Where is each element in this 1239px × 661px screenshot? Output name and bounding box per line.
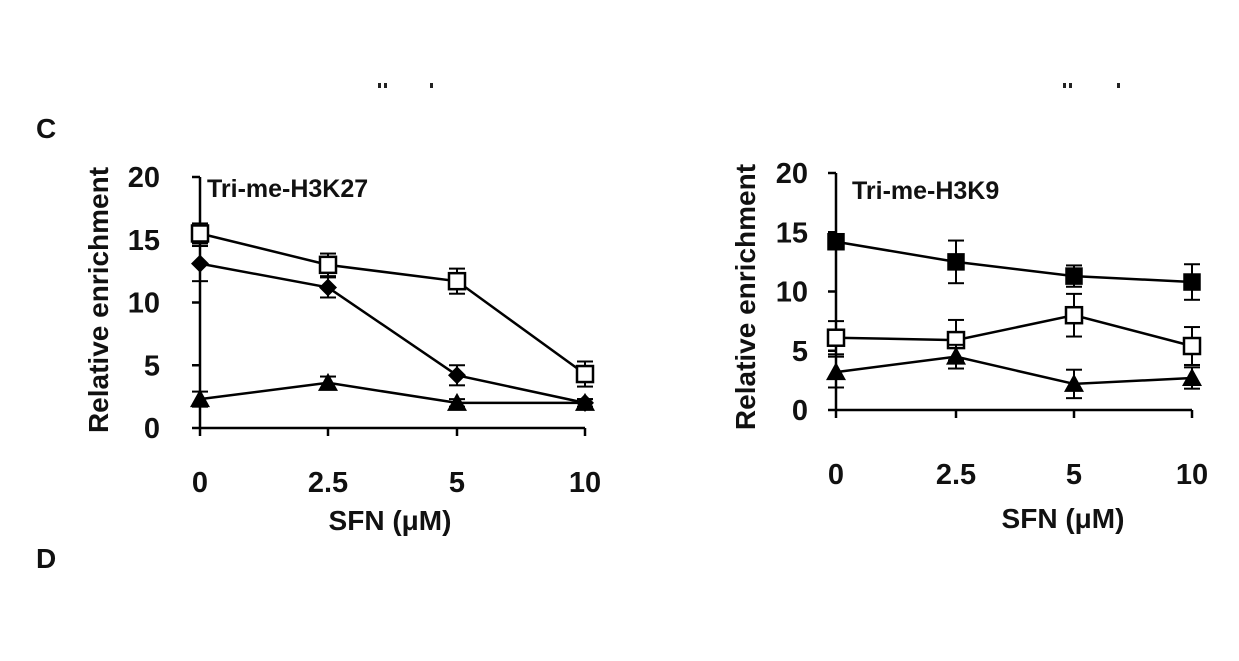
- filled-triangle-marker: [946, 346, 966, 365]
- series-line: [835, 313, 1193, 348]
- cropped-mark: [1117, 83, 1120, 88]
- x-axis-title: SFN (μM): [1002, 503, 1125, 534]
- open-square-marker: [447, 271, 467, 291]
- y-tick-label: 15: [776, 217, 808, 249]
- chart-tri-me-h3k9: 0 5 10 15 20 0 2.5 5 10 SFN (μM) Relative enrichme…: [730, 158, 1208, 534]
- x-tick-label: 5: [449, 467, 465, 499]
- series-line: [199, 262, 586, 405]
- open-square-marker: [1064, 305, 1084, 325]
- filled-triangle-marker: [447, 392, 467, 411]
- filled-triangle-marker: [1064, 373, 1084, 392]
- series-open-square: [190, 222, 595, 388]
- panel-label: C: [36, 113, 56, 144]
- x-tick-label: 2.5: [308, 467, 348, 499]
- cropped-mark: [1069, 83, 1072, 88]
- filled-triangle-marker: [826, 362, 846, 381]
- x-tick-label: 5: [1066, 459, 1082, 491]
- series-open-square: [826, 292, 1202, 366]
- cropped-mark: [1063, 83, 1066, 88]
- open-square-marker: [318, 255, 338, 275]
- x-tick-label: 0: [828, 459, 844, 491]
- series-filled-square: [827, 232, 1201, 301]
- filled-triangle-marker: [575, 392, 595, 411]
- filled-square-marker: [827, 232, 845, 251]
- next-panel-label: D: [36, 543, 56, 574]
- y-tick-label: 20: [776, 158, 808, 190]
- open-square-marker: [1182, 336, 1202, 356]
- series-line: [835, 240, 1193, 284]
- y-tick-label: 0: [144, 413, 160, 445]
- series-line: [199, 381, 585, 405]
- open-square-marker: [826, 328, 846, 347]
- y-tick-label: 10: [128, 288, 160, 320]
- y-tick-label: 15: [128, 225, 160, 257]
- cropped-mark: [430, 83, 433, 88]
- open-square-marker: [575, 364, 595, 384]
- y-axis-title: Relative enrichment: [730, 164, 761, 430]
- filled-triangle-marker: [190, 389, 210, 408]
- series-line: [199, 232, 586, 376]
- filled-diamond-marker: [191, 254, 209, 273]
- x-axis-title: SFN (μM): [329, 505, 452, 536]
- filled-square-marker: [1183, 273, 1201, 291]
- chart-title: Tri-me-H3K9: [852, 177, 999, 205]
- chart-tri-me-h3k27: 0 5 10 15 20 0 2.5 5 10 SFN (μM) Relative enrichme…: [83, 162, 601, 536]
- filled-triangle-marker: [318, 372, 338, 391]
- open-square-marker: [190, 224, 210, 243]
- series-filled-triangle: [190, 372, 595, 411]
- series-filled-triangle: [826, 343, 1202, 400]
- x-tick-label: 10: [1176, 459, 1208, 491]
- series-line: [835, 355, 1193, 386]
- x-tick-label: 10: [569, 467, 601, 499]
- x-tick-label: 2.5: [936, 459, 976, 491]
- y-tick-label: 20: [128, 162, 160, 194]
- chart-title: Tri-me-H3K27: [207, 175, 368, 203]
- filled-square-marker: [1065, 267, 1083, 285]
- cropped-mark: [384, 83, 387, 88]
- filled-triangle-marker: [1182, 368, 1202, 387]
- y-tick-label: 5: [144, 350, 160, 382]
- y-axis-title: Relative enrichment: [83, 167, 114, 433]
- filled-square-marker: [947, 253, 965, 271]
- y-tick-label: 10: [776, 277, 808, 309]
- filled-diamond-marker: [448, 366, 466, 385]
- y-tick-label: 0: [792, 395, 808, 427]
- cropped-fragment-marks: [378, 83, 1120, 88]
- filled-diamond-marker: [319, 278, 337, 297]
- x-tick-label: 0: [192, 467, 208, 499]
- cropped-mark: [378, 83, 381, 88]
- y-tick-label: 5: [792, 336, 808, 368]
